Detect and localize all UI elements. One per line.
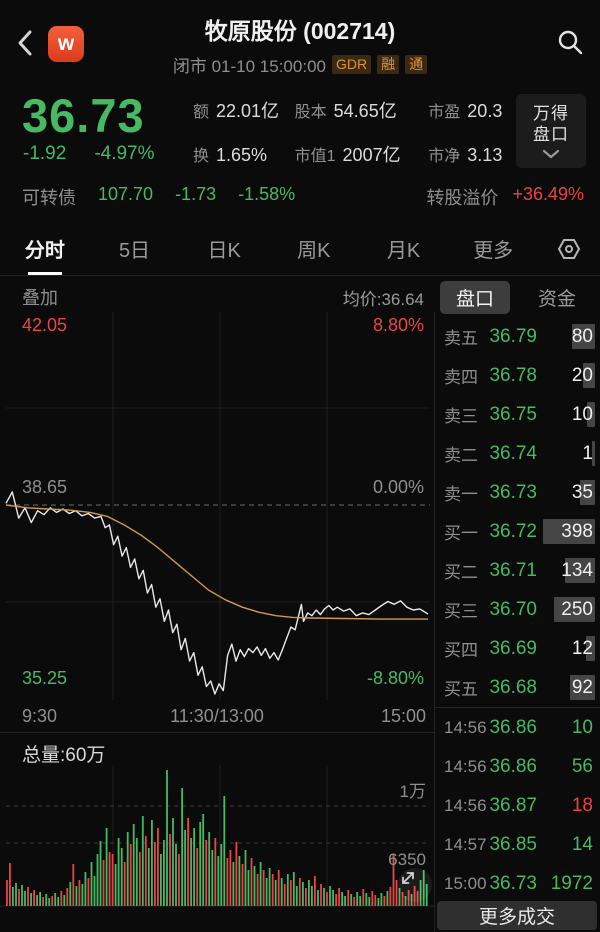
price-change-row: -1.92 -4.97% bbox=[23, 143, 223, 165]
tab-5day[interactable]: 5日 bbox=[118, 240, 151, 262]
badge-tong[interactable]: 通 bbox=[405, 55, 428, 74]
order-book-panel: 卖五 36.79 80 卖四 36.78 20 卖三 36.75 10 卖二 36.74 1 卖… bbox=[434, 312, 600, 932]
buy-row-5[interactable]: 买五 36.68 92 bbox=[444, 675, 595, 700]
x-tick-open: 9:30 bbox=[22, 706, 58, 726]
depth-bar bbox=[579, 480, 595, 505]
stat-value: 20.3 bbox=[467, 101, 503, 121]
depth-bar bbox=[543, 519, 595, 544]
depth-bar bbox=[592, 441, 595, 466]
chart-settings-icon[interactable] bbox=[538, 222, 600, 275]
trade-tick-row[interactable]: 14:56 36.86 10 bbox=[444, 716, 593, 738]
divider bbox=[435, 707, 600, 708]
x-tick-noon: 11:30/13:00 bbox=[170, 706, 264, 726]
stat-label: 股本 bbox=[294, 104, 327, 121]
panel-tab-bar: 盘口 资金 bbox=[439, 281, 592, 314]
tab-order-book[interactable]: 盘口 bbox=[439, 281, 510, 314]
chevron-down-icon bbox=[542, 149, 560, 159]
y-label-high-pct: 8.80% bbox=[372, 315, 424, 335]
stats-grid: 额 22.01亿 股本 54.65亿 市盈 20.3 换 1.65% 市值1 2007亿 … bbox=[193, 97, 513, 167]
stat-value: 54.65亿 bbox=[333, 101, 397, 121]
market-status: 闭市 01-10 15:00:00 bbox=[172, 57, 326, 76]
bond-price: 107.70 bbox=[98, 184, 154, 204]
buy-row-1[interactable]: 买一 36.72 398 bbox=[444, 519, 595, 544]
convertible-bond-row[interactable]: 可转债 107.70 -1.73 -1.58% 转股溢价 +36.49% bbox=[0, 182, 600, 212]
trade-tick-row[interactable]: 15:00 36.73 1972 bbox=[444, 872, 593, 894]
avg-price-label: 均价:36.64 bbox=[342, 290, 424, 309]
bond-label: 可转债 bbox=[22, 188, 76, 208]
y-label-high: 42.05 bbox=[22, 315, 68, 335]
y-label-low-pct: -8.80% bbox=[366, 668, 424, 688]
sell-row-3[interactable]: 卖三 36.75 10 bbox=[444, 402, 595, 427]
expand-chart-icon[interactable] bbox=[398, 868, 432, 902]
stat-label: 换 bbox=[193, 148, 210, 165]
stat-value: 2007亿 bbox=[342, 145, 401, 165]
stat-label: 市值1 bbox=[294, 148, 336, 165]
time-axis: 9:30 11:30/13:00 15:00 bbox=[0, 702, 434, 733]
tab-funds[interactable]: 资金 bbox=[537, 289, 576, 310]
badge-gdr[interactable]: GDR bbox=[331, 55, 372, 74]
status-row: 闭市 01-10 15:00:00 GDR 融 通 bbox=[0, 52, 600, 77]
sell-row-1[interactable]: 卖一 36.73 35 bbox=[444, 480, 595, 505]
chart-header: 叠加 均价:36.64 盘口 资金 bbox=[0, 280, 600, 314]
x-tick-close: 15:00 bbox=[380, 706, 426, 726]
volume-total-label: 总量:60万 bbox=[22, 745, 106, 766]
premium-value: +36.49% bbox=[512, 184, 584, 204]
trade-tick-row[interactable]: 14:56 36.86 56 bbox=[444, 755, 593, 777]
badge-rong[interactable]: 融 bbox=[377, 55, 400, 74]
intraday-chart[interactable]: 42.05 8.80% 38.65 0.00% 35.25 -8.80% 9:3… bbox=[0, 312, 434, 908]
depth-bar bbox=[564, 558, 595, 583]
page-title: 牧原股份 (002714) bbox=[204, 18, 396, 44]
overlay-button[interactable]: 叠加 bbox=[22, 288, 58, 308]
stat-label: 市净 bbox=[428, 148, 461, 165]
more-trades-button[interactable]: 更多成交 bbox=[437, 901, 597, 930]
back-button[interactable] bbox=[14, 28, 38, 58]
stat-value: 1.65% bbox=[216, 145, 268, 165]
tab-more[interactable]: 更多 bbox=[473, 240, 514, 262]
depth-bar bbox=[583, 363, 595, 388]
stat-value: 22.01亿 bbox=[216, 101, 280, 121]
depth-bar bbox=[586, 636, 595, 661]
tab-weekly-k[interactable]: 周K bbox=[297, 240, 331, 262]
stat-value: 3.13 bbox=[467, 145, 503, 165]
price-change-pct: -4.97% bbox=[94, 143, 155, 164]
sell-row-2[interactable]: 卖二 36.74 1 bbox=[444, 441, 595, 466]
bond-change: -1.73 bbox=[175, 184, 217, 204]
wande-pankou-button[interactable]: 万得 盘口 bbox=[516, 94, 586, 168]
buy-row-3[interactable]: 买三 36.70 250 bbox=[444, 597, 595, 622]
tab-minute[interactable]: 分时 bbox=[0, 222, 90, 275]
search-icon[interactable] bbox=[556, 28, 584, 56]
y-label-mid-pct: 0.00% bbox=[372, 477, 424, 497]
bond-change-pct: -1.58% bbox=[238, 184, 296, 204]
price-change: -1.92 bbox=[23, 143, 67, 164]
tab-monthly-k[interactable]: 月K bbox=[386, 240, 421, 262]
volume-scale-1wan: 1万 bbox=[399, 782, 426, 801]
chart-canvas bbox=[0, 312, 434, 907]
depth-bar bbox=[553, 597, 595, 622]
tab-daily-k[interactable]: 日K bbox=[207, 240, 241, 262]
buy-row-2[interactable]: 买二 36.71 134 bbox=[444, 558, 595, 583]
pankou-button-line2: 盘口 bbox=[533, 125, 569, 144]
volume-scale-6350: 6350 bbox=[388, 850, 426, 869]
sell-row-5[interactable]: 卖五 36.79 80 bbox=[444, 324, 595, 349]
y-label-mid: 38.65 bbox=[22, 477, 68, 497]
stat-label: 市盈 bbox=[428, 104, 461, 121]
stat-label: 额 bbox=[193, 104, 210, 121]
premium-label: 转股溢价 bbox=[426, 188, 499, 208]
wind-logo-icon: w bbox=[48, 26, 84, 62]
y-label-low: 35.25 bbox=[22, 668, 68, 688]
period-tab-bar: 分时 5日 日K 周K 月K 更多 bbox=[0, 222, 600, 276]
trade-tick-row[interactable]: 14:57 36.85 14 bbox=[444, 833, 593, 855]
header: w 牧原股份 (002714) 闭市 01-10 15:00:00 GDR 融 … bbox=[0, 0, 600, 86]
depth-bar bbox=[570, 675, 595, 700]
depth-bar bbox=[571, 324, 595, 349]
sell-row-4[interactable]: 卖四 36.78 20 bbox=[444, 363, 595, 388]
pankou-button-line1: 万得 bbox=[533, 104, 569, 123]
depth-bar bbox=[586, 402, 595, 427]
trade-tick-row[interactable]: 14:56 36.87 18 bbox=[444, 794, 593, 816]
buy-row-4[interactable]: 买四 36.69 12 bbox=[444, 636, 595, 661]
last-price: 36.73 bbox=[22, 89, 145, 142]
